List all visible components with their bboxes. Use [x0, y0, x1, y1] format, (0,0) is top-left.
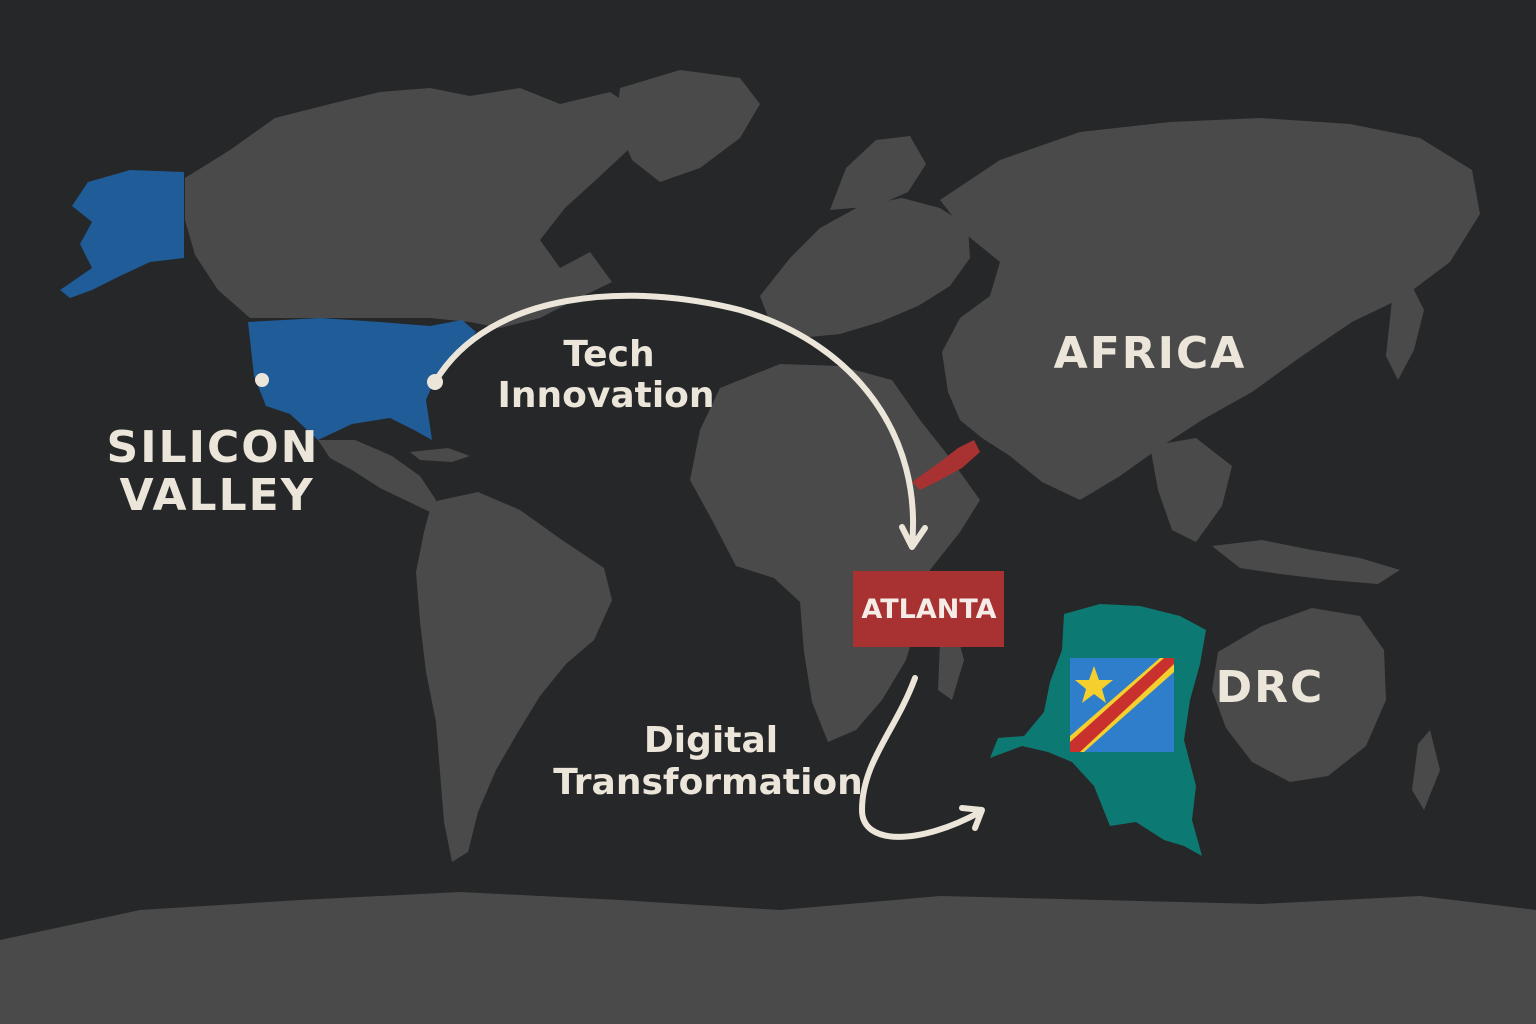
- digital-transformation-arc: [859, 675, 983, 840]
- north-america-landmass: [185, 88, 640, 328]
- innovation-label: Innovation: [497, 375, 714, 416]
- valley-label: VALLEY: [119, 470, 314, 521]
- australia-landmass: [1212, 608, 1386, 782]
- south-america-landmass: [416, 492, 612, 862]
- flag-star: [1075, 666, 1113, 703]
- africa-label: AFRICA: [1054, 328, 1247, 379]
- flow-arrows: [432, 292, 985, 840]
- usa-highlight: [60, 170, 476, 440]
- silicon-label: SILICON: [107, 422, 320, 473]
- alaska-region: [60, 170, 184, 298]
- flag-red-stripe: [1070, 658, 1174, 752]
- atlanta-box: [853, 571, 1004, 647]
- central-america-landmass: [318, 440, 436, 512]
- greenland-landmass: [616, 70, 760, 182]
- japan-landmass: [1386, 282, 1424, 380]
- tech-innovation-arc: [432, 292, 916, 548]
- drc-flag: [1070, 658, 1174, 752]
- drc-label: DRC: [1216, 662, 1325, 713]
- digital-label: Digital: [644, 720, 778, 761]
- tech-innovation-arrowhead: [899, 524, 928, 550]
- transformation-label: Transformation: [553, 762, 863, 803]
- caribbean-landmass: [410, 448, 470, 462]
- digital-transformation-arrowhead: [959, 805, 985, 831]
- tech-label: Tech: [563, 334, 654, 375]
- africa-landmass: [690, 364, 980, 742]
- contiguous-us-region: [248, 318, 476, 440]
- indonesia-landmass: [1212, 540, 1400, 584]
- southeast-asia-landmass: [1150, 438, 1232, 542]
- atlanta-label: ATLANTA: [861, 594, 996, 625]
- europe-landmass: [760, 198, 970, 338]
- silicon-valley-marker: [255, 373, 269, 387]
- landmasses: [0, 70, 1536, 1024]
- scandinavia-landmass: [830, 136, 926, 210]
- madagascar-landmass: [938, 630, 964, 700]
- arabia-highlight: [912, 440, 980, 490]
- asia-landmass: [940, 118, 1480, 500]
- antarctica-landmass: [0, 892, 1536, 1024]
- new-zealand-landmass: [1412, 730, 1440, 810]
